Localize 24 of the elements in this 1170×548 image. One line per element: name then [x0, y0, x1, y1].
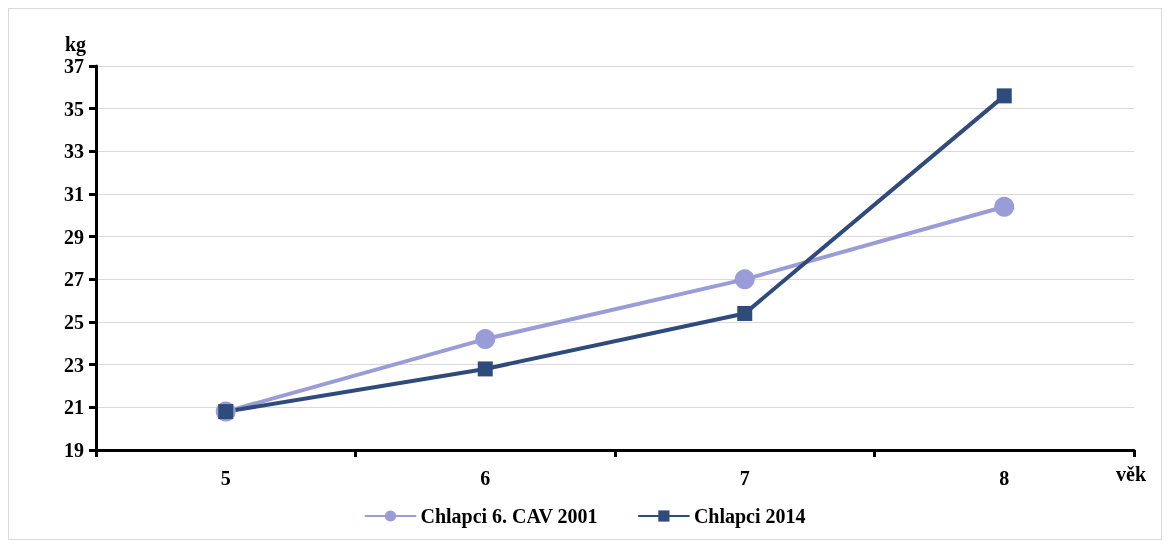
y-tick-label: 35 [64, 97, 84, 120]
point [734, 269, 755, 290]
y-tick-label: 21 [64, 396, 84, 419]
x-tick-label: 7 [739, 467, 750, 489]
y-tick-label: 31 [64, 183, 84, 205]
x-tick-label: 6 [480, 467, 491, 489]
point [475, 329, 496, 350]
y-tick-label: 29 [64, 225, 84, 248]
x-tick-label: 5 [220, 467, 231, 489]
y-tick-label: 37 [64, 55, 84, 77]
y-tick-label: 27 [64, 268, 84, 291]
legend-label: Chlapci 2014 [693, 505, 806, 528]
y-tick-label: 23 [64, 353, 84, 376]
x-tick-label: 8 [999, 467, 1010, 489]
point [996, 88, 1012, 104]
x-axis-title: věk [1116, 463, 1147, 485]
y-tick-label: 19 [64, 439, 84, 461]
y-tick-label: 33 [64, 140, 84, 163]
y-axis-title: kg [64, 33, 86, 56]
y-tick-label: 25 [64, 311, 84, 333]
point [737, 305, 753, 321]
legend-label: Chlapci 6. CAV 2001 [420, 505, 598, 528]
point [477, 361, 493, 377]
point [994, 196, 1015, 217]
